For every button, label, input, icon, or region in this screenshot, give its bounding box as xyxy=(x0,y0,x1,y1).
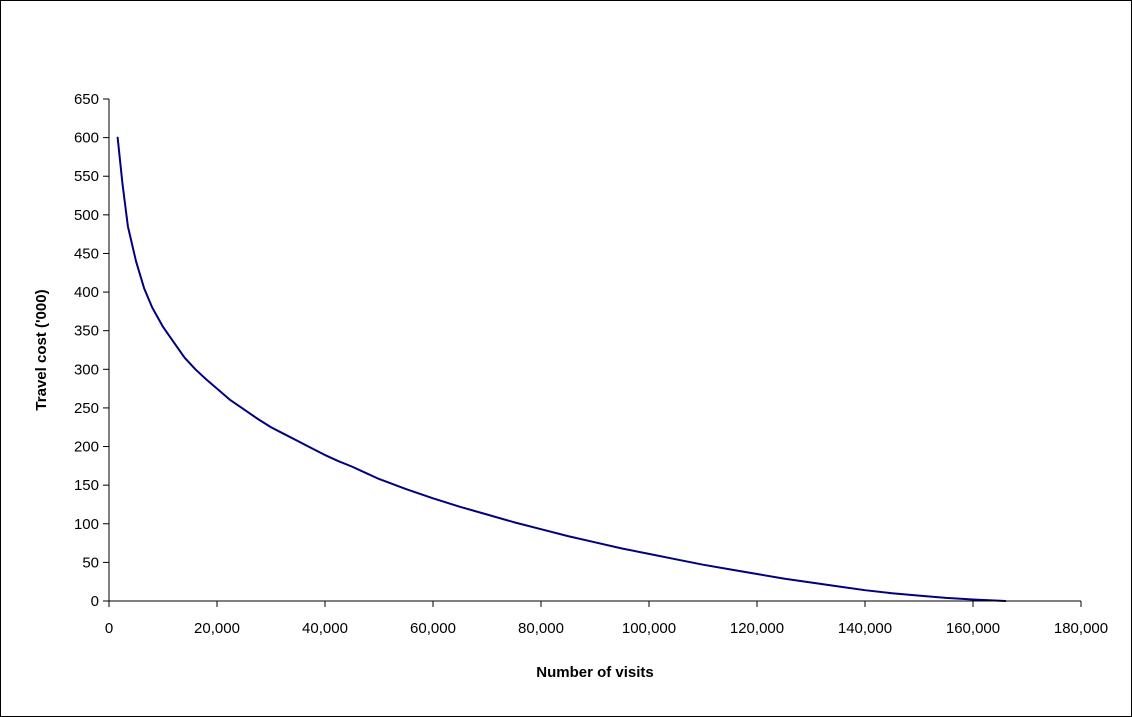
axes xyxy=(108,99,1081,602)
x-tick-label: 20,000 xyxy=(194,620,240,637)
x-ticks: 0 20,000 40,000 60,000 80,000 100,000 120,000 1… xyxy=(105,601,1108,637)
x-tick-label: 160,000 xyxy=(946,620,1000,637)
y-tick-label: 200 xyxy=(74,439,99,456)
y-tick-label: 500 xyxy=(74,207,99,224)
x-tick-label: 120,000 xyxy=(730,620,784,637)
x-tick-label: 0 xyxy=(105,620,113,637)
x-axis-title: Number of visits xyxy=(536,664,654,681)
y-tick-label: 600 xyxy=(74,130,99,147)
x-tick-label: 180,000 xyxy=(1054,620,1108,637)
series-line-0 xyxy=(116,136,1007,602)
x-tick-label: 100,000 xyxy=(622,620,676,637)
x-tick-label: 80,000 xyxy=(518,620,564,637)
y-tick-label: 450 xyxy=(74,245,99,262)
x-tick-label: 60,000 xyxy=(410,620,456,637)
y-tick-label: 400 xyxy=(74,284,99,301)
y-tick-label: 300 xyxy=(74,361,99,378)
x-tick-label: 140,000 xyxy=(838,620,892,637)
y-ticks: 0 50 100 150 200 250 300 350 400 450 500 550 600 650 xyxy=(74,91,109,610)
y-tick-label: 50 xyxy=(82,554,99,571)
y-tick-label: 0 xyxy=(91,593,99,610)
y-tick-label: 350 xyxy=(74,323,99,340)
y-tick-label: 100 xyxy=(74,516,99,533)
y-tick-label: 250 xyxy=(74,400,99,417)
y-tick-label: 650 xyxy=(74,91,99,108)
x-tick-label: 40,000 xyxy=(302,620,348,637)
y-axis-title: Travel cost ('000) xyxy=(33,289,50,410)
y-tick-label: 550 xyxy=(74,168,99,185)
y-tick-label: 150 xyxy=(74,477,99,494)
plot-area xyxy=(116,136,1007,602)
